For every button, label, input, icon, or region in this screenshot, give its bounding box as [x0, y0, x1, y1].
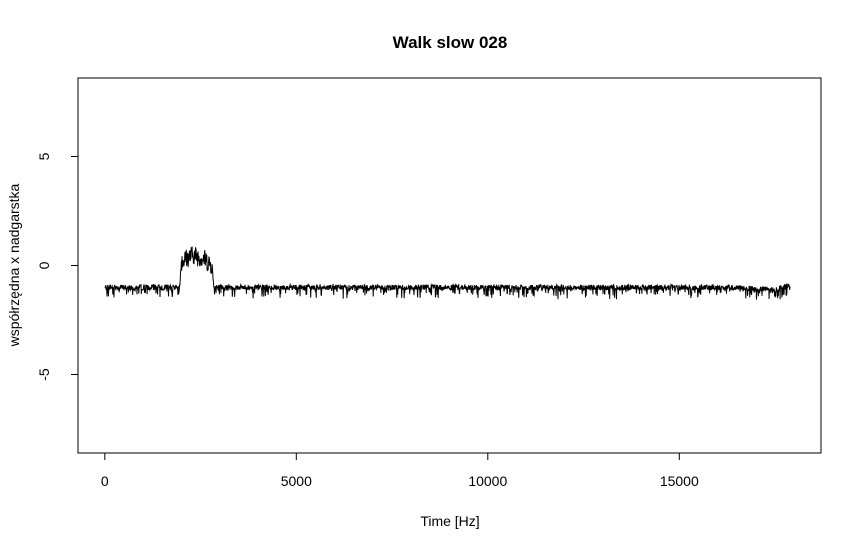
chart-title: Walk slow 028	[393, 33, 508, 52]
x-tick-label: 0	[101, 473, 109, 489]
series-line	[104, 246, 791, 300]
y-tick-label: -5	[36, 368, 52, 381]
y-axis-label: współrzędna x nadgarstka	[6, 183, 22, 347]
y-tick-label: 0	[36, 261, 52, 269]
x-axis-label: Time [Hz]	[420, 513, 479, 529]
x-tick-label: 5000	[281, 473, 312, 489]
y-axis: -5 0 5	[36, 152, 79, 381]
x-tick-label: 15000	[660, 473, 699, 489]
plot-frame	[77, 77, 822, 454]
y-tick-label: 5	[36, 152, 52, 160]
x-axis: 0 5000 10000 15000	[101, 452, 699, 489]
x-tick-label: 10000	[468, 473, 507, 489]
